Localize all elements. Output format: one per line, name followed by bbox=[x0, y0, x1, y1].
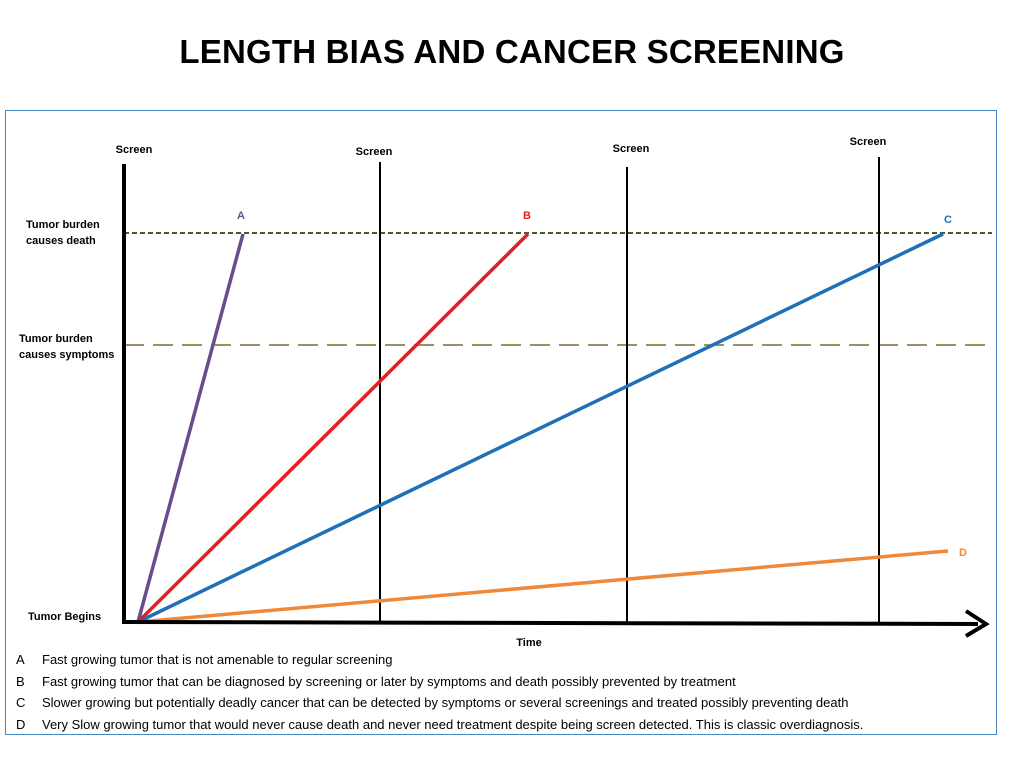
x-axis-arrowhead bbox=[964, 609, 990, 638]
page-title: LENGTH BIAS AND CANCER SCREENING bbox=[179, 33, 845, 70]
legend-key: A bbox=[16, 652, 25, 667]
tumor-label-c: C bbox=[944, 214, 952, 226]
tumor-label-d: D bbox=[959, 547, 967, 559]
legend-item: B Fast growing tumor that can be diagnose… bbox=[16, 671, 996, 693]
tumor-line-d bbox=[137, 549, 949, 624]
screen-label-3: Screen bbox=[613, 143, 650, 155]
legend-text: Fast growing tumor that is not amenable … bbox=[42, 652, 393, 667]
tumor-line-b bbox=[136, 232, 530, 624]
legend-key: C bbox=[16, 695, 26, 710]
death-label-line2: causes death bbox=[26, 235, 96, 247]
legend-item: C Slower growing but potentially deadly c… bbox=[16, 692, 996, 714]
legend-key: D bbox=[16, 716, 26, 732]
tumor-label-b: B bbox=[523, 210, 531, 222]
legend-text: Slower growing but potentially deadly ca… bbox=[42, 695, 849, 710]
symptoms-label-line2: causes symptoms bbox=[19, 349, 114, 361]
screen-label-4: Screen bbox=[850, 136, 887, 148]
legend-item: D Very Slow growing tumor that would neve… bbox=[16, 714, 996, 736]
tumor-line-c bbox=[137, 232, 944, 624]
tumor-label-a: A bbox=[237, 210, 245, 222]
x-axis-label: Time bbox=[516, 637, 541, 649]
tumor-line-a bbox=[136, 233, 245, 623]
legend: A Fast growing tumor that is not amenable… bbox=[16, 649, 996, 735]
legend-text: Fast growing tumor that can be diagnosed… bbox=[42, 673, 736, 689]
diagram-frame bbox=[5, 110, 997, 735]
symptoms-label-line1: Tumor burden bbox=[19, 333, 93, 345]
legend-key: B bbox=[16, 673, 25, 689]
tumor-begins-label: Tumor Begins bbox=[28, 611, 101, 623]
legend-text: Very Slow growing tumor that would never… bbox=[42, 716, 864, 732]
death-label-line1: Tumor burden bbox=[26, 219, 100, 231]
screen-label-1: Screen bbox=[116, 144, 153, 156]
x-axis bbox=[121, 620, 979, 626]
screen-label-2: Screen bbox=[356, 146, 393, 158]
legend-item: A Fast growing tumor that is not amenable… bbox=[16, 649, 996, 671]
